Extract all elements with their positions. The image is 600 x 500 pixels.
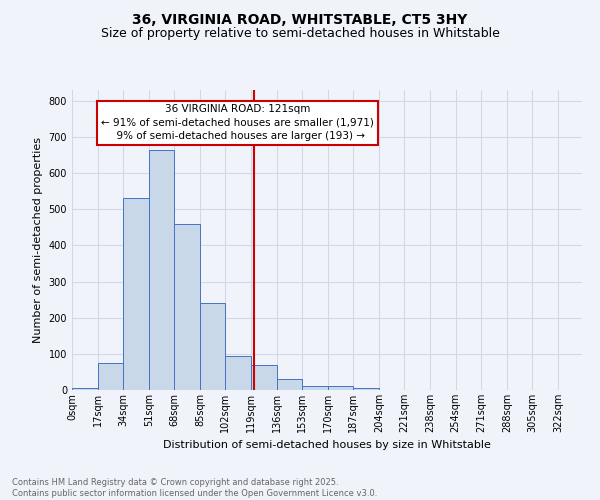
Bar: [328, 386, 353, 390]
Bar: [200, 304, 226, 390]
X-axis label: Distribution of semi-detached houses by size in Whitstable: Distribution of semi-detached houses by …: [163, 440, 491, 450]
Bar: [123, 198, 149, 390]
Bar: [302, 386, 328, 390]
Text: 36 VIRGINIA ROAD: 121sqm
← 91% of semi-detached houses are smaller (1,971)
  9% : 36 VIRGINIA ROAD: 121sqm ← 91% of semi-d…: [101, 104, 374, 141]
Text: Contains HM Land Registry data © Crown copyright and database right 2025.
Contai: Contains HM Land Registry data © Crown c…: [12, 478, 377, 498]
Text: Size of property relative to semi-detached houses in Whitstable: Size of property relative to semi-detach…: [101, 28, 499, 40]
Bar: [98, 363, 123, 390]
Y-axis label: Number of semi-detached properties: Number of semi-detached properties: [33, 137, 43, 343]
Bar: [251, 366, 277, 390]
Text: 36, VIRGINIA ROAD, WHITSTABLE, CT5 3HY: 36, VIRGINIA ROAD, WHITSTABLE, CT5 3HY: [133, 12, 467, 26]
Bar: [226, 356, 251, 390]
Bar: [277, 379, 302, 390]
Bar: [149, 150, 175, 390]
Bar: [72, 388, 98, 390]
Bar: [175, 224, 200, 390]
Bar: [353, 388, 379, 390]
